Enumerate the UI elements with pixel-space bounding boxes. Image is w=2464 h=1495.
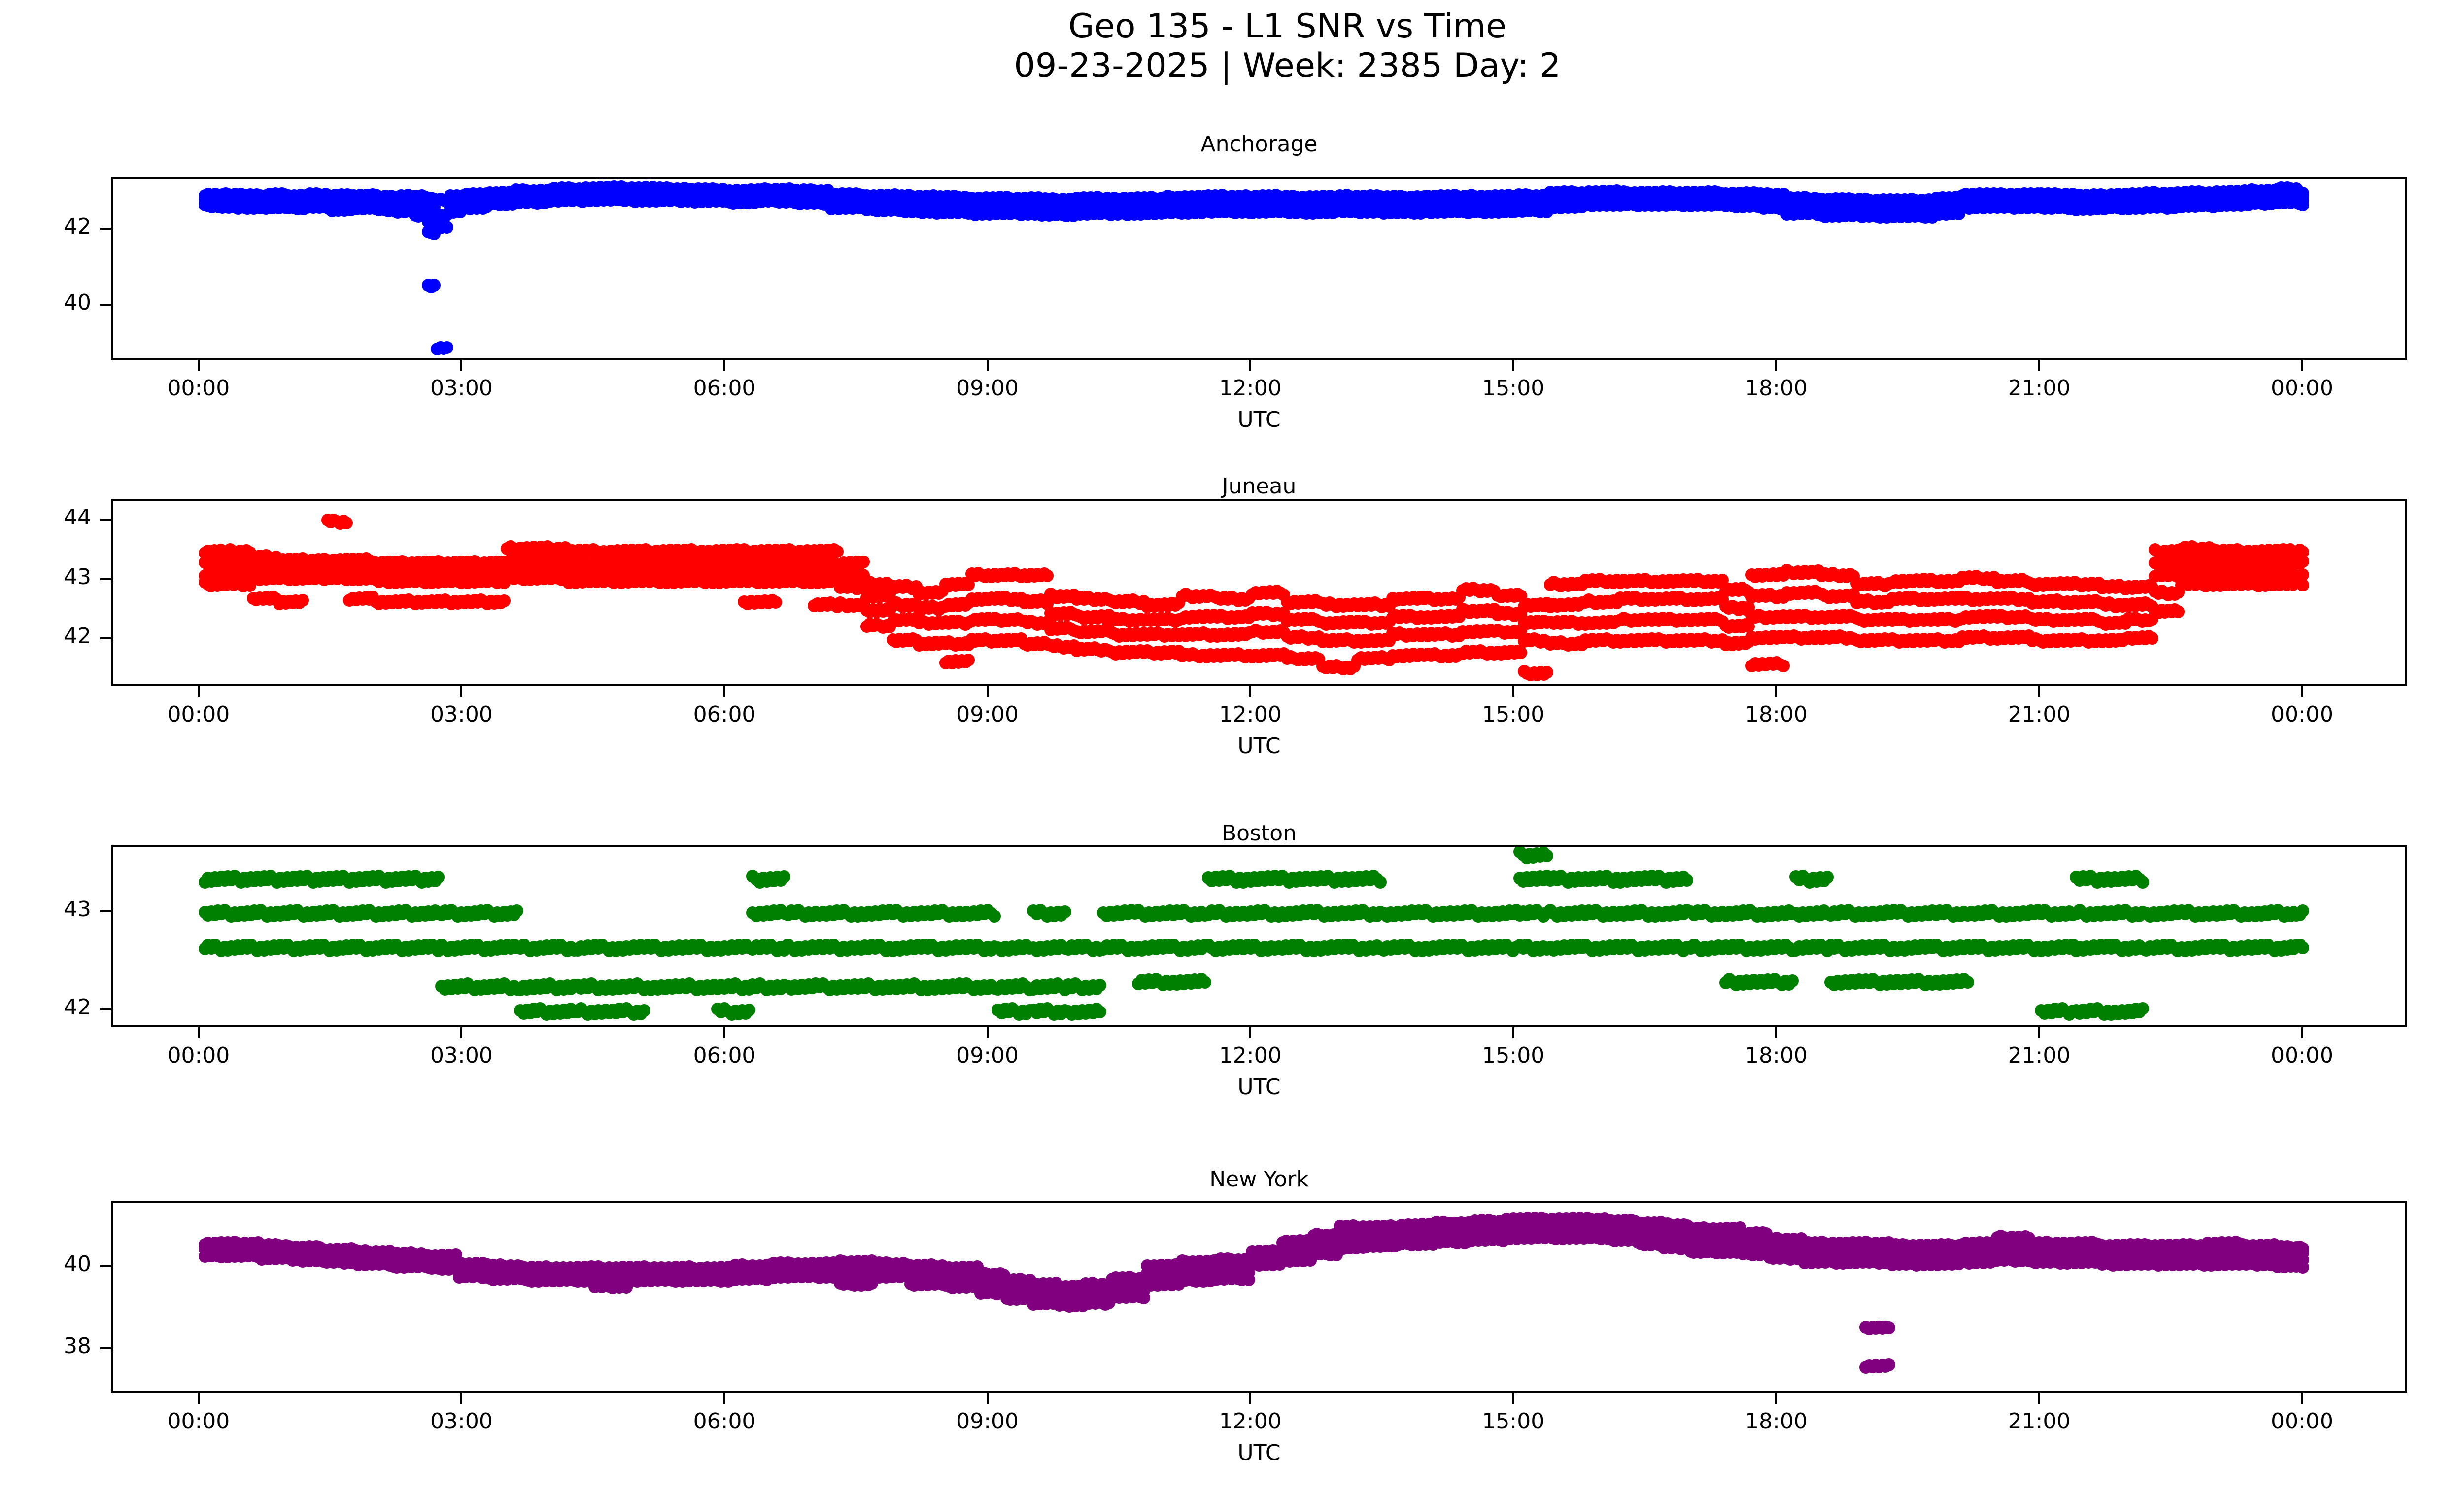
subplot-title: Anchorage <box>1200 132 1318 157</box>
data-point <box>441 341 454 354</box>
x-tick-label: 00:00 <box>2271 376 2333 401</box>
x-tick-label: 12:00 <box>1219 376 1282 401</box>
x-tick-label: 03:00 <box>430 376 493 401</box>
suptitle-line-2: 09-23-2025 | Week: 2385 Day: 2 <box>1014 46 1561 85</box>
x-tick-mark <box>460 360 463 371</box>
x-tick-mark <box>2301 360 2303 371</box>
x-tick-label: 06:00 <box>693 376 756 401</box>
data-point <box>2171 605 2185 618</box>
data-point <box>856 555 870 568</box>
x-tick-mark <box>1775 360 1778 371</box>
figure-suptitle: Geo 135 - L1 SNR vs Time 09-23-2025 | We… <box>0 7 2464 86</box>
plot-area[interactable] <box>111 177 2407 360</box>
data-point <box>1514 646 1527 660</box>
data-point <box>296 594 309 607</box>
y-tick-label: 40 <box>64 290 91 315</box>
x-tick-label: 18:00 <box>1745 376 1808 401</box>
data-point <box>2145 631 2158 645</box>
data-point <box>340 517 353 530</box>
x-tick-mark <box>2038 360 2040 371</box>
scatter-layer <box>113 501 2405 684</box>
x-tick-mark <box>723 360 726 371</box>
data-point <box>1540 665 1554 679</box>
data-point <box>1041 569 1054 582</box>
data-point <box>769 595 782 609</box>
y-tick-mark <box>100 228 111 230</box>
x-tick-mark <box>197 360 200 371</box>
x-tick-mark <box>1249 360 1252 371</box>
suptitle-line-1: Geo 135 - L1 SNR vs Time <box>1068 7 1507 46</box>
x-tick-label: 09:00 <box>956 376 1019 401</box>
data-point <box>441 221 454 234</box>
subplot-title: Juneau <box>1222 474 1297 499</box>
data-point <box>2296 198 2310 211</box>
y-tick-mark <box>100 304 111 306</box>
data-point <box>428 278 441 292</box>
data-point <box>2296 555 2310 568</box>
plot-area[interactable] <box>111 499 2407 686</box>
x-tick-label: 00:00 <box>167 376 230 401</box>
x-tick-label: 15:00 <box>1482 376 1545 401</box>
x-tick-label: 21:00 <box>2008 376 2071 401</box>
x-axis-label: UTC <box>1237 407 1281 432</box>
y-tick-label: 42 <box>64 214 91 240</box>
data-point <box>962 653 975 666</box>
x-tick-mark <box>986 360 989 371</box>
scatter-layer <box>113 179 2405 358</box>
data-point <box>1777 660 1790 673</box>
data-point <box>830 545 844 558</box>
x-tick-mark <box>1512 360 1514 371</box>
data-point <box>497 594 511 607</box>
